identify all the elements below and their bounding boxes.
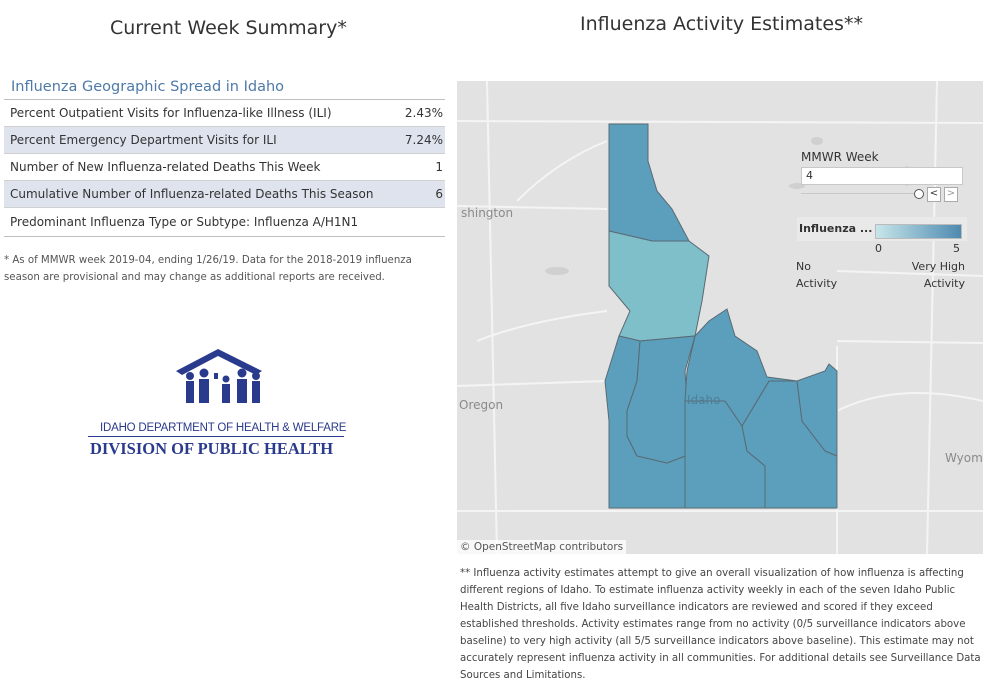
- district-4-region: [626, 335, 696, 464]
- district-2-region: [608, 230, 710, 342]
- legend-high-label: Very High Activity: [905, 258, 965, 292]
- table-row: Number of New Influenza-related Deaths T…: [4, 154, 445, 181]
- district-7-region: [684, 308, 838, 457]
- summary-title: Current Week Summary*: [110, 17, 347, 39]
- row-value: 6: [435, 187, 443, 201]
- legend-low-line1: No: [796, 260, 811, 273]
- table-row: Predominant Influenza Type or Subtype: I…: [4, 208, 445, 237]
- dhw-logo-icon: [176, 349, 262, 403]
- mmwr-week-input[interactable]: 4: [801, 167, 963, 185]
- activity-title: Influenza Activity Estimates**: [580, 13, 863, 35]
- row-value: 7.24%: [404, 133, 443, 147]
- summary-table: Percent Outpatient Visits for Influenza-…: [4, 99, 445, 237]
- legend-low-line2: Activity: [796, 277, 838, 290]
- mmwr-week-slider[interactable]: [801, 193, 915, 194]
- mmwr-week-label: MMWR Week: [801, 150, 879, 164]
- row-label: Percent Emergency Department Visits for …: [10, 133, 277, 147]
- table-row: Percent Emergency Department Visits for …: [4, 127, 445, 154]
- legend-min: 0: [875, 242, 882, 255]
- legend-low-label: No Activity: [796, 258, 856, 292]
- legend-color-ramp: [875, 224, 962, 239]
- map-label-idaho: Idaho: [687, 393, 721, 407]
- osm-credit-link[interactable]: © OpenStreetMap contributors: [457, 540, 627, 554]
- map-label-washington: shington: [461, 206, 514, 220]
- row-label: Percent Outpatient Visits for Influenza-…: [10, 106, 332, 120]
- row-value: 2.43%: [404, 106, 443, 120]
- spread-heading[interactable]: Influenza Geographic Spread in Idaho: [11, 79, 285, 95]
- activity-footnote: ** Influenza activity estimates attempt …: [460, 568, 981, 681]
- logo-dept-name: IDAHO DEPARTMENT OF HEALTH & WELFARE: [100, 422, 347, 434]
- logo-division-name: DIVISION OF PUBLIC HEALTH: [90, 439, 334, 458]
- idaho-activity-map[interactable]: shington Oregon Idaho Wyom © OpenStreetM…: [457, 81, 983, 554]
- legend-title[interactable]: Influenza ...: [799, 222, 873, 235]
- prev-week-button[interactable]: <: [927, 187, 941, 202]
- table-row: Cumulative Number of Influenza-related D…: [4, 181, 445, 208]
- row-label: Number of New Influenza-related Deaths T…: [10, 160, 321, 174]
- table-row: Percent Outpatient Visits for Influenza-…: [4, 100, 445, 127]
- row-value: 1: [435, 160, 443, 174]
- slider-handle[interactable]: [914, 189, 924, 199]
- row-label: Predominant Influenza Type or Subtype: I…: [10, 215, 359, 229]
- legend-high-line2: Activity: [923, 277, 965, 290]
- map-canvas: [457, 81, 983, 554]
- map-label-wyoming: Wyom: [945, 451, 983, 465]
- logo-divider: [88, 436, 344, 437]
- summary-footnote: * As of MMWR week 2019-04, ending 1/26/1…: [4, 255, 412, 283]
- legend-max: 5: [953, 242, 960, 255]
- district-1-region: [608, 123, 690, 242]
- legend-high-line1: Very High: [911, 260, 965, 273]
- row-label: Cumulative Number of Influenza-related D…: [10, 187, 374, 201]
- map-label-oregon: Oregon: [459, 398, 504, 412]
- next-week-button[interactable]: >: [944, 187, 958, 202]
